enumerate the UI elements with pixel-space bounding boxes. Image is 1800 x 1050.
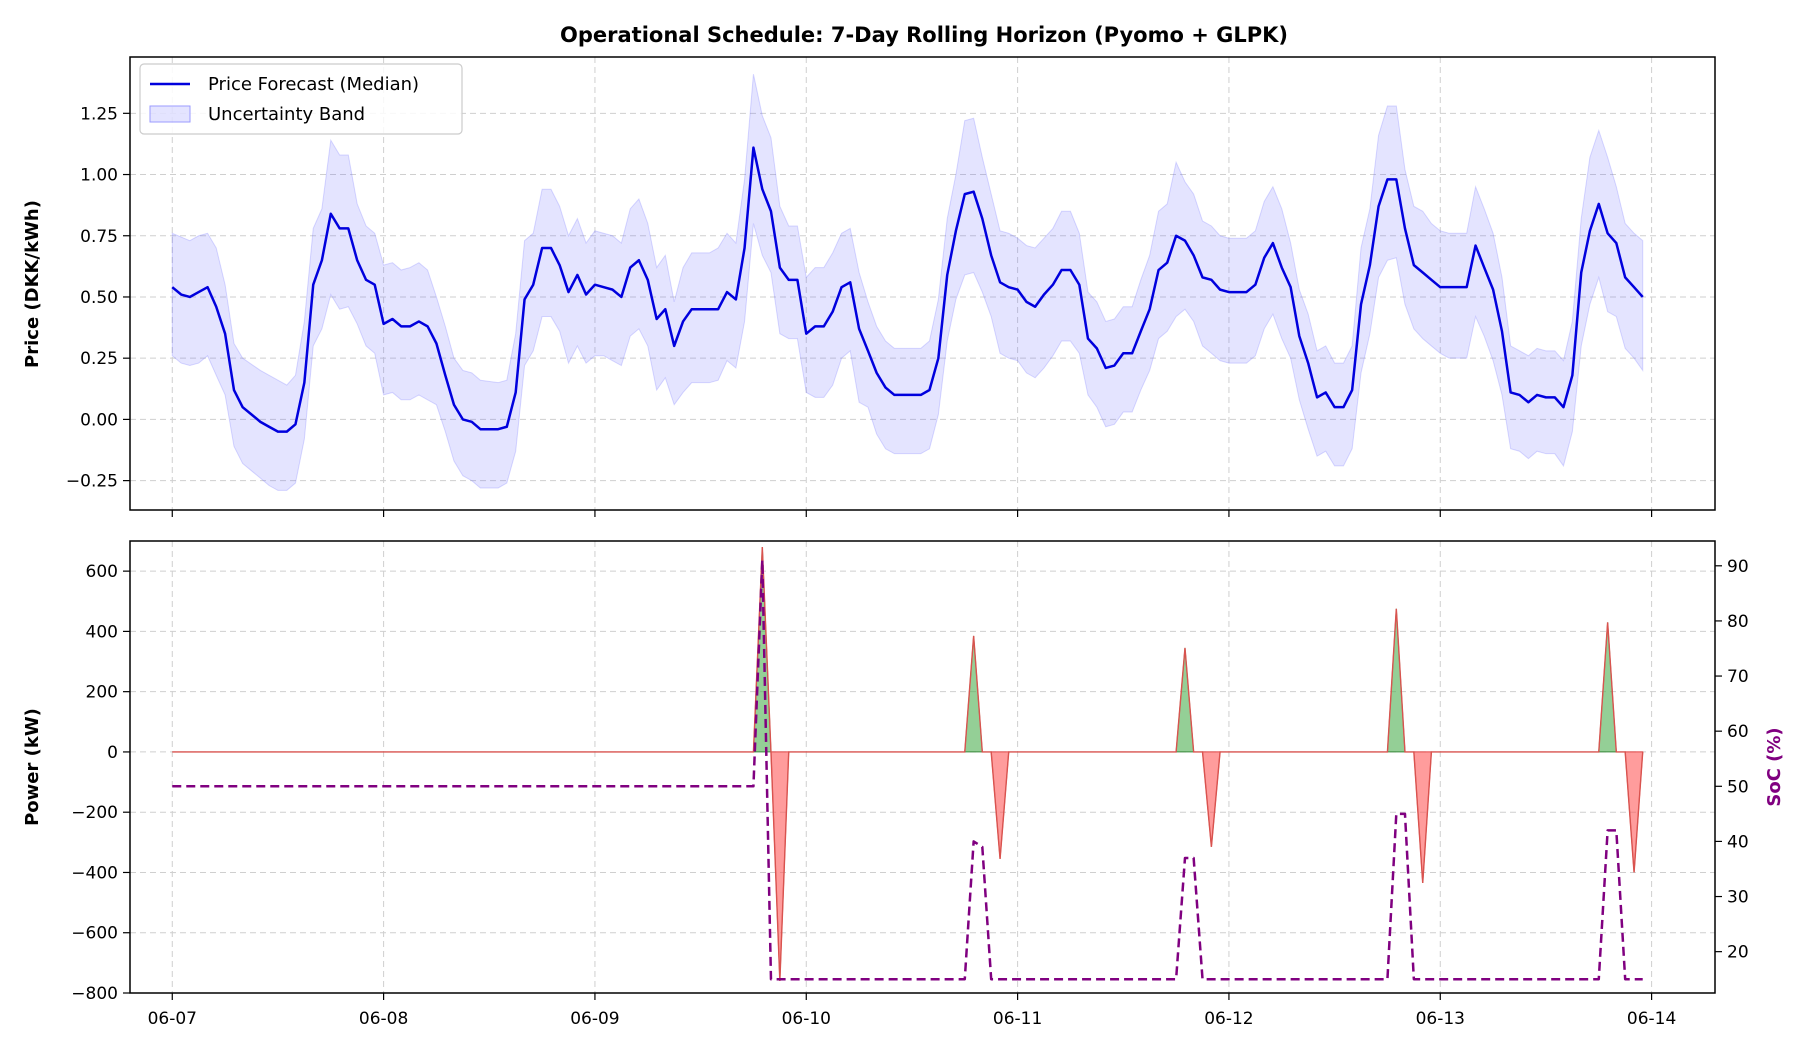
soc-y-tick-label: 20 [1727, 943, 1749, 963]
soc-y-axis-label: SoC (%) [1764, 727, 1785, 806]
power-y-tick-label: 400 [86, 622, 118, 642]
power-plot-frame [129, 540, 1716, 994]
power-y-tick-label: 0 [107, 743, 118, 763]
power-y-axis-label: Power (kW) [22, 708, 43, 826]
power-x-ticks: 06-07 06-08 06-09 06-10 06-11 06-12 06-13 06-14 [148, 993, 1676, 1029]
price-y-tick-label: 0.25 [80, 349, 118, 369]
soc-line [172, 559, 1643, 981]
price-y-tick-label: 1.25 [80, 104, 118, 124]
power-panel: −800 −600 −400 −200 0 200 400 600 20 30 40 50 60 70 8… [22, 540, 1785, 1029]
legend-label-price: Price Forecast (Median) [208, 74, 419, 95]
x-tick-label: 06-11 [993, 1009, 1042, 1029]
x-tick-label: 06-08 [359, 1009, 408, 1029]
price-y-ticks: −0.25 0.00 0.25 0.50 0.75 1.00 1.25 [66, 104, 130, 492]
legend: Price Forecast (Median) Uncertainty Band [139, 63, 463, 135]
charge-spike [1598, 622, 1617, 753]
x-tick-label: 06-14 [1627, 1009, 1676, 1029]
chart-title: Operational Schedule: 7-Day Rolling Hori… [560, 23, 1288, 47]
x-tick-label: 06-10 [782, 1009, 831, 1029]
power-y-ticks: −800 −600 −400 −200 0 200 400 600 [71, 562, 130, 1004]
power-y-tick-label: −400 [71, 863, 118, 883]
price-y-tick-label: 0.00 [80, 410, 118, 430]
soc-y-tick-label: 40 [1727, 832, 1749, 852]
price-forecast-line [171, 146, 1644, 433]
charge-spike [1386, 608, 1406, 753]
uncertainty-band [171, 74, 1644, 491]
charge-spike [964, 635, 983, 753]
power-line-layer [172, 546, 1644, 981]
price-panel: −0.25 0.00 0.25 0.50 0.75 1.00 1.25 Price (DKK… [22, 56, 1716, 517]
soc-y-tick-label: 80 [1727, 612, 1749, 632]
soc-y-tick-label: 30 [1727, 888, 1749, 908]
legend-band-swatch [149, 105, 191, 123]
soc-y-tick-label: 60 [1727, 722, 1749, 742]
x-tick-label: 06-09 [570, 1009, 619, 1029]
x-tick-label: 06-12 [1204, 1009, 1253, 1029]
price-y-tick-label: 0.50 [80, 288, 118, 308]
legend-label-band: Uncertainty Band [208, 104, 365, 125]
price-y-axis-label: Price (DKK/kWh) [22, 200, 43, 368]
x-tick-label: 06-07 [148, 1009, 197, 1029]
price-grid [130, 57, 1715, 510]
power-y-tick-label: −600 [71, 924, 118, 944]
price-plot-frame [129, 56, 1716, 511]
power-y-tick-label: 600 [86, 562, 118, 582]
discharge-spike [990, 751, 1010, 859]
discharge-spike [1201, 751, 1221, 847]
soc-y-tick-label: 50 [1727, 777, 1749, 797]
power-y-tick-label: −200 [71, 803, 118, 823]
discharge-spike [770, 751, 790, 981]
charge-spike [1175, 647, 1195, 753]
power-y-tick-label: −800 [71, 984, 118, 1004]
price-x-ticks [171, 510, 1653, 517]
soc-y-ticks: 20 30 40 50 60 70 80 90 [1715, 557, 1749, 963]
soc-y-tick-label: 70 [1727, 667, 1749, 687]
power-y-tick-label: 200 [86, 683, 118, 703]
uncertainty-band-layer [171, 74, 1644, 491]
soc-y-tick-label: 90 [1727, 557, 1749, 577]
power-line [172, 546, 1644, 981]
price-y-tick-label: −0.25 [66, 472, 118, 492]
discharge-spike [1413, 751, 1432, 884]
price-line-layer [171, 146, 1644, 433]
price-y-tick-label: 1.00 [80, 166, 118, 186]
x-tick-label: 06-13 [1416, 1009, 1465, 1029]
power-grid [130, 541, 1715, 994]
legend-box [139, 63, 463, 135]
price-y-tick-label: 0.75 [80, 227, 118, 247]
